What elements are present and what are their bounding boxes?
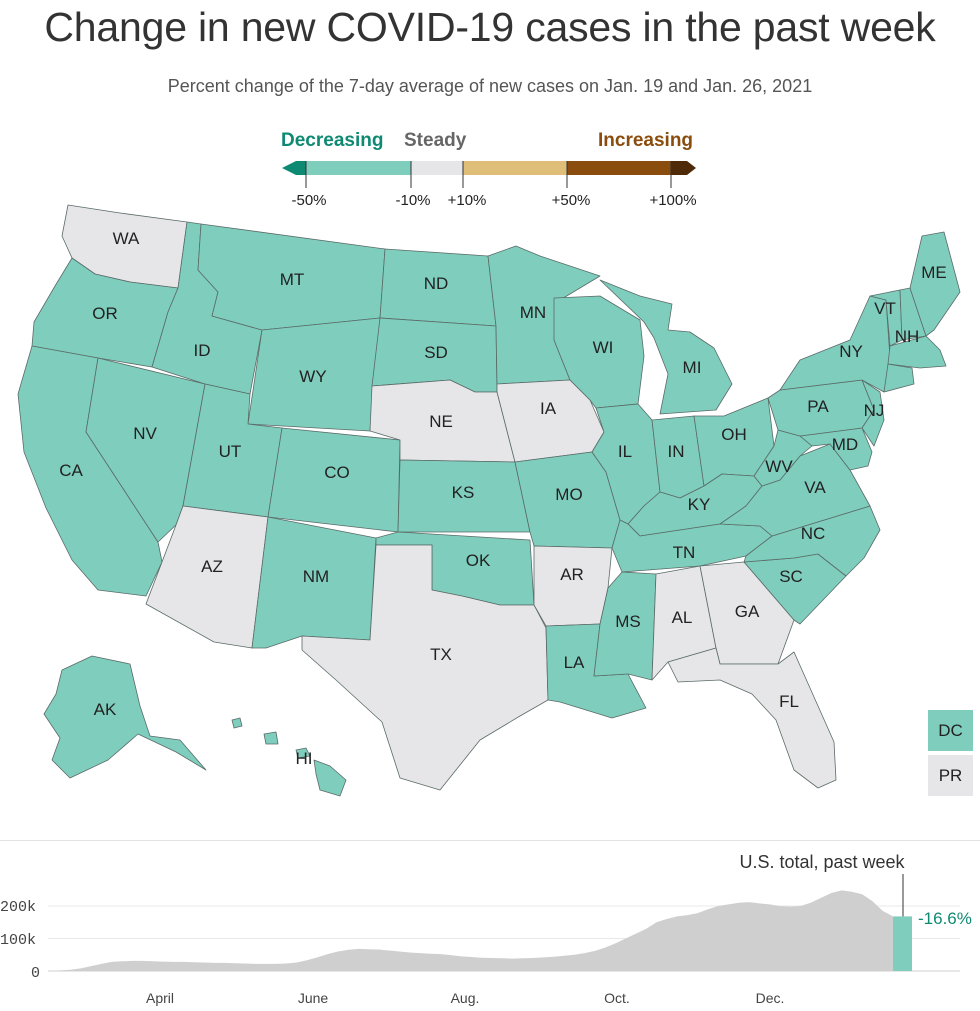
dc-box: DC — [928, 710, 973, 751]
state-label-mo: MO — [555, 485, 582, 504]
state-label-md: MD — [832, 435, 858, 454]
state-ak — [43, 655, 207, 779]
legend-color-bar — [282, 161, 696, 188]
legend-decreasing-label: Decreasing — [281, 130, 384, 151]
state-label-wv: WV — [765, 457, 793, 476]
chart-title: Change in new COVID-19 cases in the past… — [44, 4, 936, 50]
state-label-nj: NJ — [864, 401, 885, 420]
state-ct — [883, 363, 915, 393]
state-md — [799, 427, 873, 471]
state-label-tx: TX — [430, 645, 452, 664]
state-label-wy: WY — [299, 367, 326, 386]
state-label-nv: NV — [133, 424, 157, 443]
state-nj — [861, 379, 885, 447]
state-label-or: OR — [92, 304, 118, 323]
state-label-mn: MN — [520, 303, 546, 322]
state-label-ne: NE — [429, 412, 453, 431]
section-divider — [0, 840, 980, 841]
state-label-wa: WA — [113, 229, 140, 248]
trend-month-oct: Oct. — [604, 990, 630, 1006]
state-label-wi: WI — [593, 338, 614, 357]
state-label-ks: KS — [452, 483, 475, 502]
legend-tick-plus50: +50% — [551, 192, 591, 209]
state-shapes — [17, 204, 961, 797]
legend-tick-plus10: +10% — [447, 192, 487, 209]
state-labels: WA OR CA NV ID MT WY UT AZ CO NM ND SD N… — [59, 229, 947, 768]
state-vt — [869, 289, 903, 347]
state-label-tn: TN — [673, 543, 696, 562]
state-label-nc: NC — [801, 524, 826, 543]
state-label-va: VA — [804, 478, 826, 497]
state-label-in: IN — [668, 442, 685, 461]
state-label-il: IL — [618, 442, 632, 461]
state-label-sc: SC — [779, 567, 803, 586]
state-label-ut: UT — [219, 442, 242, 461]
state-tx — [301, 544, 549, 791]
trend-month-april: April — [146, 990, 174, 1006]
trend-last-week-bar — [893, 916, 912, 971]
state-label-fl: FL — [779, 692, 799, 711]
state-label-al: AL — [672, 608, 693, 627]
state-label-sd: SD — [424, 343, 448, 362]
legend-tick-minus50: -50% — [291, 192, 327, 209]
state-label-ok: OK — [466, 551, 491, 570]
trend-change-value: -16.6% — [918, 909, 972, 928]
choropleth-map: WA OR CA NV ID MT WY UT AZ CO NM ND SD N… — [17, 161, 961, 797]
state-label-id: ID — [194, 341, 211, 360]
state-label-me: ME — [921, 263, 947, 282]
state-label-ia: IA — [540, 399, 557, 418]
state-label-mi: MI — [683, 358, 702, 377]
state-fl — [667, 647, 837, 789]
state-label-co: CO — [324, 463, 350, 482]
state-label-ar: AR — [560, 565, 584, 584]
state-hi — [231, 717, 347, 797]
state-label-nd: ND — [424, 274, 449, 293]
state-label-ca: CA — [59, 461, 83, 480]
state-label-la: LA — [564, 653, 585, 672]
state-ms — [593, 571, 657, 681]
state-label-ms: MS — [615, 612, 641, 631]
trend-month-dec: Dec. — [756, 990, 785, 1006]
trend-ytick-0: 0 — [31, 965, 40, 982]
chart-subtitle: Percent change of the 7-day average of n… — [167, 76, 813, 96]
state-label-ky: KY — [688, 495, 711, 514]
trend-ytick-100k: 100k — [0, 932, 36, 949]
state-ar — [533, 545, 613, 627]
trend-ytick-200k: 200k — [0, 899, 36, 916]
state-label-ny: NY — [839, 342, 863, 361]
state-label-vt: VT — [874, 299, 896, 318]
trend-gridlines — [48, 905, 960, 972]
pr-box: PR — [928, 755, 973, 796]
state-label-ak: AK — [94, 700, 117, 719]
trend-area — [50, 890, 893, 971]
trend-caption: U.S. total, past week — [739, 852, 905, 872]
state-label-ga: GA — [735, 602, 760, 621]
state-label-pa: PA — [807, 397, 829, 416]
state-label-hi: HI — [296, 749, 313, 768]
legend-steady-label: Steady — [404, 130, 467, 151]
state-label-oh: OH — [721, 425, 747, 444]
state-label-az: AZ — [201, 557, 223, 576]
state-label-nm: NM — [303, 567, 329, 586]
trend-month-june: June — [298, 990, 329, 1006]
state-label-nh: NH — [895, 327, 920, 346]
legend-tick-minus10: -10% — [395, 192, 431, 209]
state-mi — [599, 279, 733, 415]
legend-tick-plus100: +100% — [649, 192, 697, 209]
trend-month-aug: Aug. — [451, 990, 480, 1006]
legend-increasing-label: Increasing — [598, 130, 694, 151]
state-label-mt: MT — [280, 270, 305, 289]
